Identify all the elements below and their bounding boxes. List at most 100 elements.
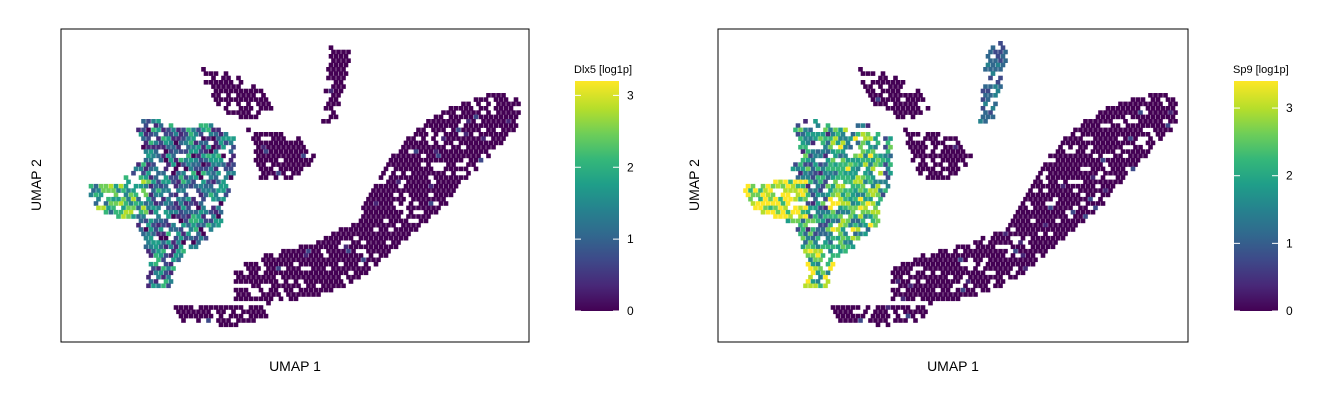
hexbin-point [98,192,104,198]
hexbin-point [478,114,484,120]
hexbin-point [1093,205,1098,211]
hexbin-point [271,170,276,176]
hexbin-point [148,235,154,241]
hexbin-point [1043,222,1048,228]
hexbin-point [303,253,309,258]
hexbin-point [356,222,361,228]
hexbin-point [813,179,818,185]
hexbin-point [913,318,918,323]
hexbin-point [1050,244,1056,250]
hexbin-point [478,140,484,146]
hexbin-point [161,274,166,280]
hexbin-point [496,93,501,98]
hexbin-point [1025,209,1031,215]
hexbin-point [311,283,316,289]
hexbin-point [860,209,866,215]
hexbin-point [196,205,201,211]
hexbin-point [1063,214,1068,219]
hexbin-point [850,227,856,232]
hexbin-point [928,153,933,159]
hexbin-point [213,166,219,172]
hexbin-point [503,97,509,102]
hexbin-point [186,205,191,211]
hexbin-point [763,196,768,202]
hexbin-point [1063,222,1068,228]
hexbin-point [151,231,156,237]
hexbin-point [1110,123,1116,128]
hexbin-point [890,80,896,85]
colorbar-gradient [575,81,619,311]
hexbin-point [478,132,484,137]
hexbin-point [993,266,998,271]
hexbin-point [843,205,848,211]
hexbin-point [1023,266,1028,271]
hexbin-point [978,248,983,254]
hexbin-point [246,274,251,280]
hexbin-point [750,183,756,189]
hexbin-point [915,166,921,172]
hexbin-point [411,153,416,159]
hexbin-point [1000,54,1006,59]
hexbin-point [343,62,349,68]
hexbin-point [1103,110,1108,115]
hexbin-point [296,136,301,141]
hexbin-point [378,218,384,224]
hexbin-point [1068,222,1073,228]
hexbin-point [376,196,381,202]
hexbin-point [840,192,846,198]
hexbin-point [820,201,826,206]
hexbin-point [1125,149,1131,154]
hexbin-point [336,274,341,280]
hexbin-point [878,93,883,98]
hexbin-point [263,279,269,284]
hexbin-point [843,188,848,193]
hexbin-point [823,283,828,289]
hexbin-point [151,240,156,245]
hexbin-point [818,274,823,280]
hexbin-point [940,149,946,154]
hexbin-point [1135,132,1141,137]
hexbin-point [1013,222,1018,228]
hexbin-point [271,266,276,271]
hexbin-point [236,93,241,98]
hexbin-point [1060,218,1066,224]
hexbin-point [838,153,843,159]
hexbin-point [828,248,833,254]
hexbin-point [106,196,111,202]
hexbin-point [898,101,903,107]
hexbin-point [1053,214,1058,219]
hexbin-point [416,153,421,159]
hexbin-point [198,235,204,241]
hexbin-point [860,71,866,76]
hexbin-point [233,313,239,319]
hexbin-point [1085,201,1091,206]
hexbin-point [433,192,439,198]
hexbin-point [938,257,943,263]
hexbin-point [935,140,941,146]
hexbin-point [910,140,916,146]
hexbin-point [828,136,833,141]
hexbin-point [913,110,918,115]
hexbin-point [1125,106,1131,111]
hexbin-point [823,144,828,150]
hexbin-point [191,144,196,150]
hexbin-point [835,166,841,172]
hexbin-point [251,84,256,89]
hexbin-point [373,235,379,241]
hexbin-point [835,201,841,206]
hexbin-point [181,240,186,245]
hexbin-point [848,309,853,315]
hexbin-point [910,106,916,111]
hexbin-point [311,274,316,280]
hexbin-point [923,274,928,280]
hexbin-point [201,196,206,202]
hexbin-point [163,218,169,224]
hexbin-point [883,75,888,81]
hexbin-point [181,162,186,167]
hexbin-point [316,248,321,254]
hexbin-point [995,62,1001,68]
hexbin-point [845,166,851,172]
hexbin-point [1088,188,1093,193]
hexbin-point [406,153,411,159]
hexbin-point [296,248,301,254]
